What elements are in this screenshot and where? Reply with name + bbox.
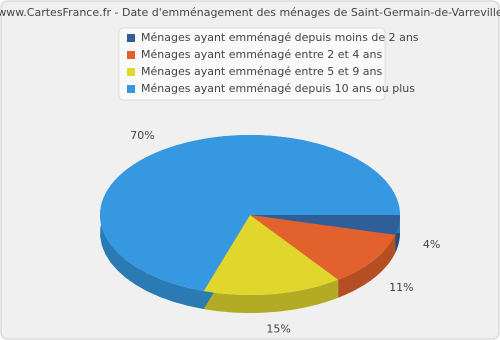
chart-title: www.CartesFrance.fr - Date d'emménagemen… (0, 6, 500, 19)
legend-label: Ménages ayant emménagé entre 5 et 9 ans (141, 65, 383, 78)
value-label: 70% (130, 129, 154, 142)
legend-label: Ménages ayant emménagé depuis 10 ans ou … (141, 82, 415, 95)
slice-side (203, 279, 339, 313)
slice (203, 215, 339, 296)
slice-side (395, 215, 400, 253)
legend-swatch (127, 51, 135, 59)
value-label: 15% (266, 322, 290, 335)
value-label: 4% (423, 238, 440, 251)
legend-swatch (127, 34, 135, 42)
slice (250, 215, 400, 235)
value-label: 11% (389, 281, 413, 294)
legend-label: Ménages ayant emménagé depuis moins de 2… (141, 31, 419, 44)
legend-swatch (127, 85, 135, 93)
legend (118, 27, 386, 101)
slice (250, 215, 396, 280)
legend-label: Ménages ayant emménagé entre 2 et 4 ans (141, 48, 383, 61)
legend-swatch (127, 68, 135, 76)
slice-side (338, 234, 396, 298)
slice (100, 135, 400, 292)
